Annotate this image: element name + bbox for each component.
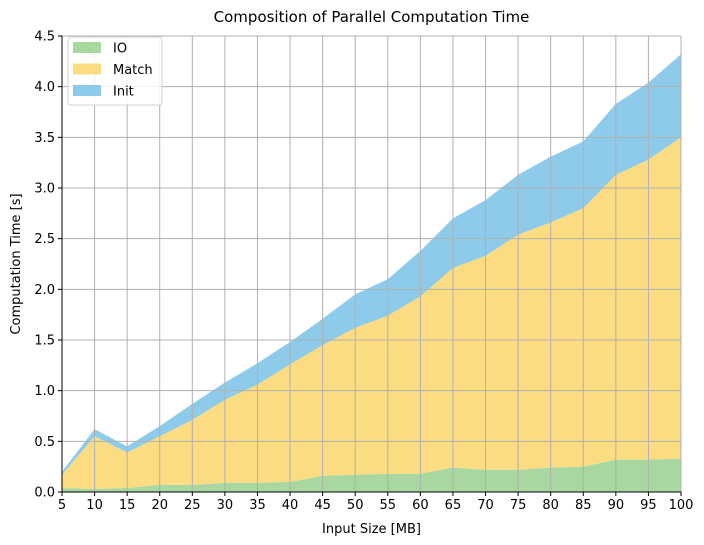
y-axis-label: Computation Time [s] xyxy=(9,193,24,334)
x-axis-label: Input Size [MB] xyxy=(322,522,421,537)
x-tick-label: 45 xyxy=(314,498,331,513)
legend: IO Match Init xyxy=(67,36,163,106)
legend-label-io: IO xyxy=(113,42,127,57)
legend-swatch-io xyxy=(73,42,101,53)
y-tick-label: 0.0 xyxy=(34,486,55,501)
x-tick-label: 25 xyxy=(184,498,201,513)
x-tick-label: 30 xyxy=(217,498,234,513)
x-tick-label: 50 xyxy=(347,498,364,513)
axes-layer xyxy=(61,36,681,493)
area-match xyxy=(62,137,681,489)
area-io xyxy=(62,458,681,492)
y-tick-label: 4.0 xyxy=(34,80,55,95)
legend-swatch-init xyxy=(73,85,101,96)
x-tick-label: 90 xyxy=(608,498,625,513)
x-tick-label: 85 xyxy=(575,498,592,513)
legend-swatch-match xyxy=(73,63,101,75)
legend-label-match: Match xyxy=(113,63,153,78)
y-tick-label: 0.5 xyxy=(34,435,55,450)
y-tick-label: 4.5 xyxy=(34,30,55,45)
x-tick-label: 35 xyxy=(249,498,266,513)
x-tick-label: 10 xyxy=(86,498,103,513)
area-layer xyxy=(62,54,681,492)
y-tick-label: 1.0 xyxy=(34,384,55,399)
x-tick-label: 95 xyxy=(640,498,657,513)
x-tick-label: 15 xyxy=(119,498,136,513)
x-tick-label: 100 xyxy=(669,498,694,513)
chart-title: Composition of Parallel Computation Time xyxy=(214,8,530,26)
x-tick-label: 70 xyxy=(477,498,494,513)
x-tick-label: 20 xyxy=(151,498,168,513)
y-tick-label: 3.0 xyxy=(34,182,55,197)
x-tick-label: 60 xyxy=(412,498,429,513)
x-tick-label: 80 xyxy=(542,498,559,513)
tick-layer: 5 10 15 20 25 30 35 40 45 50 55 60 65 70 75 80 85 90 95 100… xyxy=(34,30,693,514)
x-tick-label: 40 xyxy=(282,498,299,513)
y-tick-label: 3.5 xyxy=(34,131,55,146)
y-tick-label: 1.5 xyxy=(34,334,55,349)
x-tick-label: 55 xyxy=(380,498,397,513)
x-tick-label: 75 xyxy=(510,498,527,513)
grid-layer xyxy=(61,35,682,493)
y-tick-label: 2.0 xyxy=(34,283,55,298)
y-tick-label: 2.5 xyxy=(34,232,55,247)
x-tick-label: 65 xyxy=(445,498,462,513)
legend-label-init: Init xyxy=(113,85,134,100)
x-tick-label: 5 xyxy=(58,498,66,513)
